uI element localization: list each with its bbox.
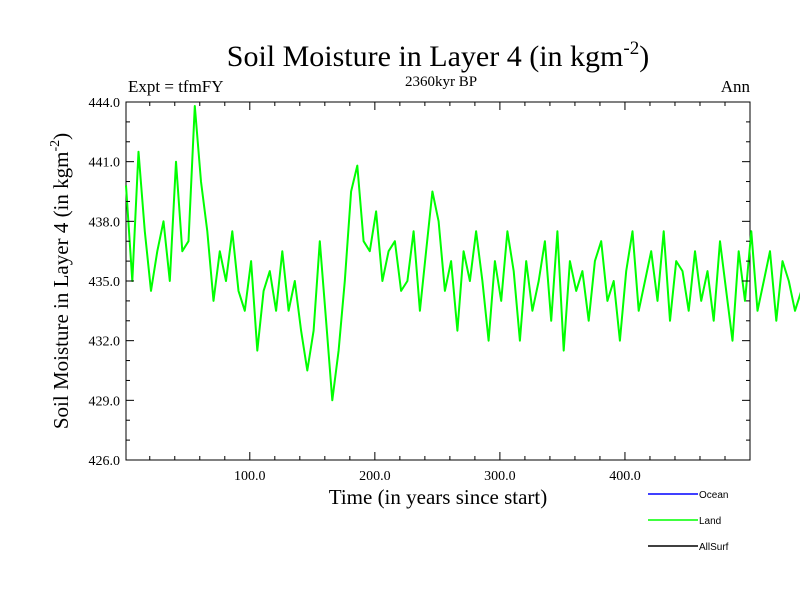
legend-label-land: Land [699,516,721,527]
x-axis-title: Time (in years since start) [329,485,548,509]
experiment-label: Expt = tfmFY [128,77,224,96]
series-layer [125,105,800,402]
x-tick-label: 200.0 [359,469,391,484]
plot-frame [125,101,751,461]
y-axis-title: Soil Moisture in Layer 4 (in kgm-2) [48,133,73,429]
x-tick-label: 400.0 [609,469,641,484]
legend: Ocean Land AllSurf [648,490,729,553]
y-tick-label: 432.0 [89,335,121,350]
x-tick-label: 100.0 [234,469,266,484]
x-axis: 100.0 200.0 300.0 400.0 [149,102,726,484]
season-label: Ann [721,77,751,96]
y-tick-label: 444.0 [89,96,121,111]
y-tick-label: 435.0 [89,275,121,290]
y-tick-label: 441.0 [89,156,121,171]
chart-title: Soil Moisture in Layer 4 (in kgm-2) [227,38,649,73]
chart-subtitle: 2360kyr BP [405,74,477,90]
y-axis: 426.0 429.0 432.0 435.0 438.0 441.0 444.0 [89,96,750,469]
y-tick-label: 426.0 [89,454,121,469]
legend-label-ocean: Ocean [699,490,728,501]
y-tick-label: 429.0 [89,394,121,409]
legend-label-allsurf: AllSurf [699,542,729,553]
series-line-land [125,105,800,402]
y-tick-label: 438.0 [89,215,121,230]
x-tick-label: 300.0 [484,469,516,484]
